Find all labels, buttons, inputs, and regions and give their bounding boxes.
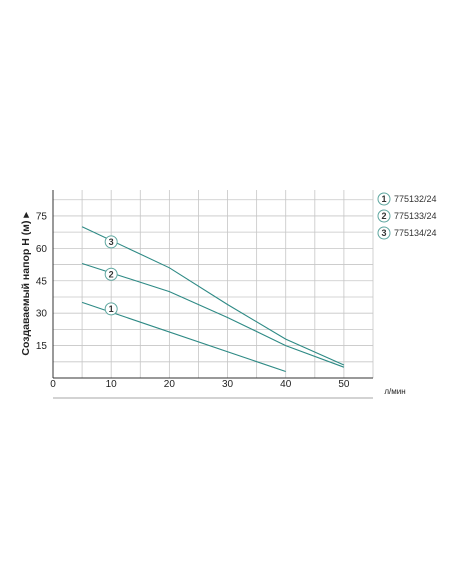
y-tick-label: 15 — [36, 341, 48, 352]
series-line-2 — [81, 262, 345, 368]
x-tick-label: 30 — [222, 379, 234, 390]
series-marker-label: 3 — [109, 237, 114, 247]
x-tick-label: 0 — [50, 379, 56, 390]
legend-entry-1: 775132/24 — [394, 194, 437, 204]
x-tick-label: 40 — [280, 379, 292, 390]
series-line-1 — [81, 301, 286, 373]
series-marker-1 — [104, 302, 118, 316]
series: 1 2 3 — [81, 226, 345, 373]
legend-marker-3 — [377, 226, 391, 240]
legend-marker-label: 2 — [381, 211, 386, 221]
legend: 1 775132/24 2 775133/24 3 775134/24 — [377, 192, 437, 240]
tick-labels: 0 10 20 30 40 50 15 30 45 60 75 — [36, 211, 350, 390]
legend-marker-label: 3 — [381, 228, 386, 238]
axes — [52, 190, 373, 399]
y-tick-label: 45 — [36, 276, 48, 287]
y-tick-label: 75 — [36, 211, 48, 222]
series-marker-2 — [104, 267, 118, 281]
legend-marker-label: 1 — [381, 194, 386, 204]
series-marker-3 — [104, 235, 118, 249]
grid — [52, 190, 374, 379]
x-axis-unit: л/мин — [384, 387, 405, 396]
legend-marker-2 — [377, 209, 391, 223]
y-tick-label: 60 — [36, 244, 48, 255]
legend-marker-1 — [377, 192, 391, 206]
legend-entry-2: 775133/24 — [394, 211, 437, 221]
y-tick-label: 30 — [36, 309, 48, 320]
legend-entry-3: 775134/24 — [394, 228, 437, 238]
x-tick-label: 20 — [164, 379, 176, 390]
series-marker-label: 2 — [109, 269, 114, 279]
x-tick-label: 10 — [106, 379, 118, 390]
y-axis-label: Создаваемый напор H (м) ▸ — [20, 212, 32, 356]
series-marker-label: 1 — [109, 304, 114, 314]
x-tick-label: 50 — [338, 379, 350, 390]
series-line-3 — [81, 226, 345, 366]
